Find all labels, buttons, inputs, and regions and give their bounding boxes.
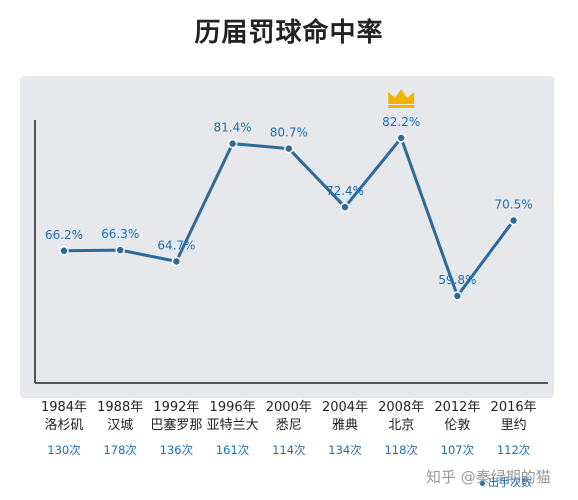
chart-panel bbox=[20, 76, 554, 398]
x-tick-year: 1996年 bbox=[210, 400, 256, 415]
x-tick-attempts: 114次 bbox=[272, 443, 306, 457]
data-point bbox=[227, 138, 238, 149]
data-point bbox=[508, 215, 519, 226]
crown-base bbox=[388, 105, 415, 108]
x-tick-year: 2016年 bbox=[491, 400, 537, 415]
x-tick-city: 洛杉矶 bbox=[44, 418, 83, 433]
x-tick-city: 里约 bbox=[501, 418, 527, 433]
value-labels-layer: 66.2% 66.3% 64.7% 81.4% 80.7% 72.4% 82.2% 59.8%… bbox=[45, 115, 533, 287]
x-tick-year: 2008年 bbox=[378, 400, 424, 415]
x-tick-attempts: 136次 bbox=[160, 443, 194, 457]
crown-layer bbox=[388, 89, 415, 108]
x-tick-attempts: 161次 bbox=[216, 443, 250, 457]
x-tick-year: 1992年 bbox=[153, 400, 199, 415]
crown-icon bbox=[388, 89, 415, 104]
data-label: 81.4% bbox=[214, 121, 252, 135]
x-tick-attempts: 178次 bbox=[103, 443, 137, 457]
data-point bbox=[284, 143, 294, 154]
x-tick-city: 亚特兰大 bbox=[207, 418, 259, 433]
data-label: 80.7% bbox=[270, 126, 308, 140]
x-tick-city: 悉尼 bbox=[276, 418, 302, 433]
data-label: 66.3% bbox=[101, 227, 139, 241]
x-tick-year: 2012年 bbox=[434, 400, 480, 415]
x-tick-attempts: 134次 bbox=[328, 443, 362, 457]
data-point bbox=[171, 256, 182, 267]
x-tick-year: 2000年 bbox=[266, 400, 312, 415]
x-tick-city: 伦敦 bbox=[444, 417, 470, 433]
x-tick-attempts: 118次 bbox=[384, 443, 418, 457]
x-tick-attempts: 107次 bbox=[441, 443, 475, 457]
data-point bbox=[115, 245, 125, 255]
data-point bbox=[396, 133, 406, 143]
data-point bbox=[59, 246, 69, 256]
data-label: 72.4% bbox=[326, 184, 364, 198]
x-tick-year: 2004年 bbox=[322, 400, 368, 415]
x-tick-attempts: 130次 bbox=[47, 443, 81, 457]
data-point bbox=[340, 202, 350, 212]
data-point bbox=[452, 291, 463, 301]
data-label: 64.7% bbox=[157, 238, 195, 252]
x-tick-year: 1984年 bbox=[41, 400, 87, 415]
watermark-text: 知乎 @秦绿期的猫 bbox=[426, 468, 551, 486]
x-tick-attempts: 112次 bbox=[497, 443, 531, 457]
legend: 出手次数 bbox=[480, 474, 532, 490]
chart-title: 历届罚球命中率 bbox=[194, 18, 384, 48]
watermark: 知乎 @秦绿期的猫 bbox=[426, 466, 551, 487]
data-points-layer bbox=[59, 133, 519, 301]
data-label: 59.8% bbox=[438, 273, 476, 287]
x-tick-city: 北京 bbox=[388, 418, 414, 433]
x-tick-city: 巴塞罗那 bbox=[150, 417, 202, 433]
data-label: 70.5% bbox=[495, 197, 533, 211]
data-label: 66.2% bbox=[45, 228, 83, 242]
legend-label: 出手次数 bbox=[488, 476, 532, 489]
x-tick-city: 汉城 bbox=[107, 418, 133, 433]
data-label: 82.2% bbox=[382, 115, 420, 129]
x-tick-city: 雅典 bbox=[332, 418, 358, 433]
x-tick-year: 1988年 bbox=[97, 400, 143, 415]
legend-marker bbox=[480, 480, 485, 486]
chart-axes bbox=[34, 120, 548, 384]
